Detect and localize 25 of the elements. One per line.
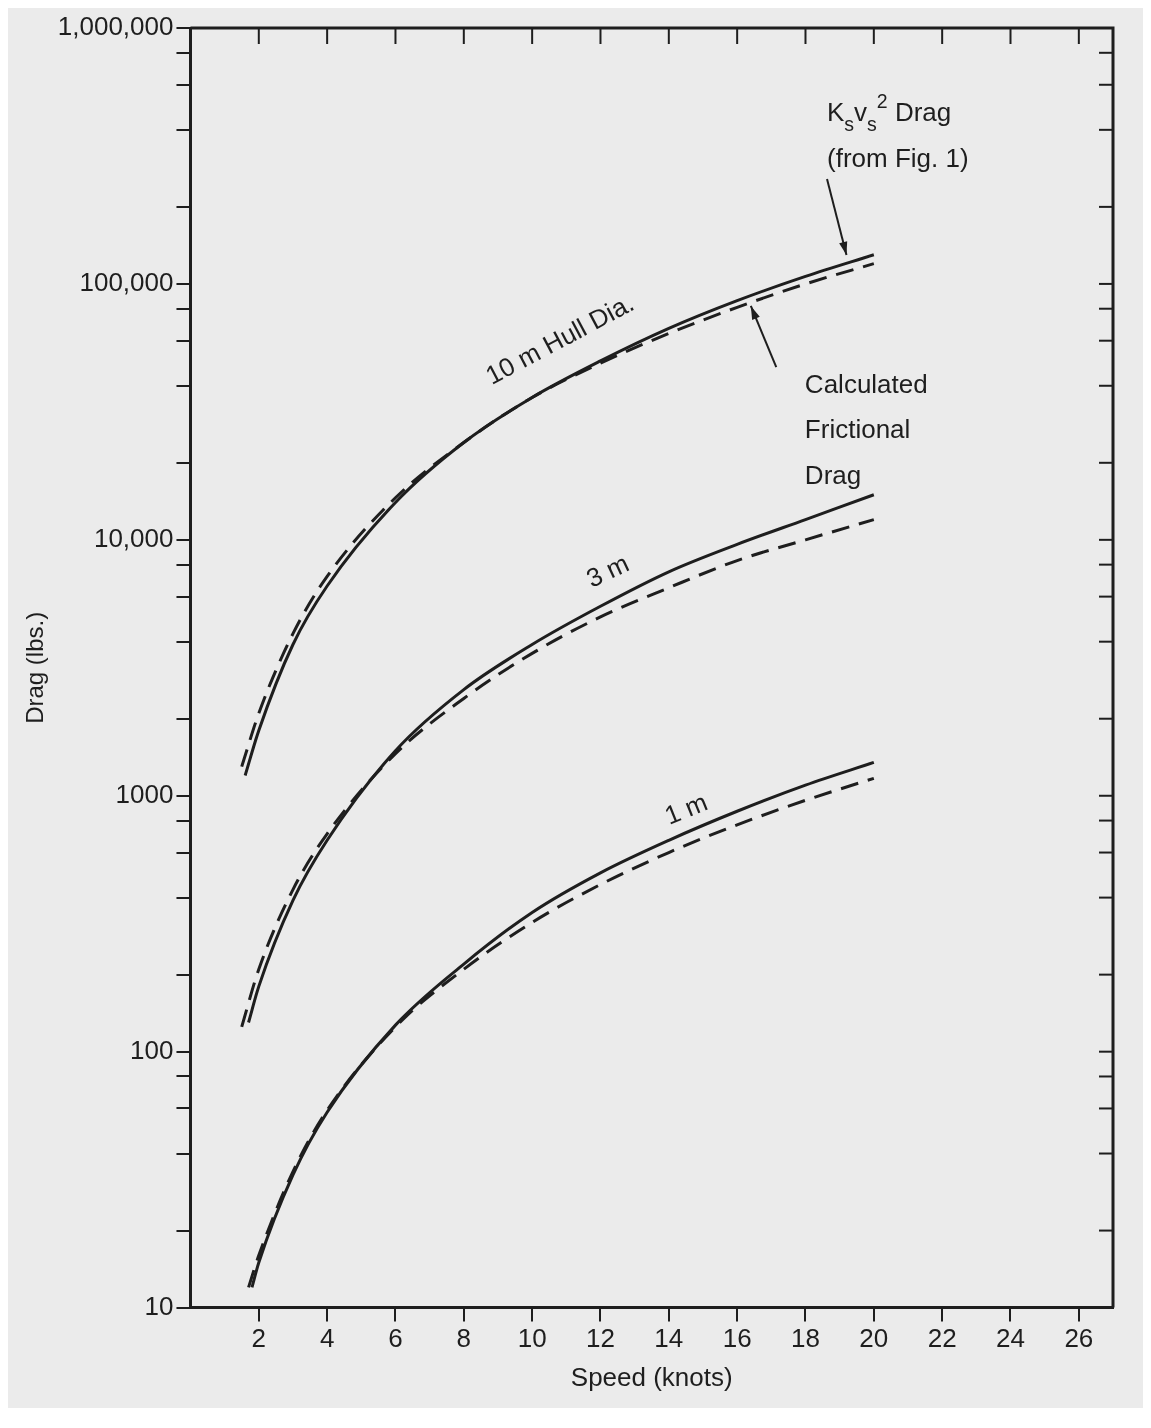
x-tick-label: 26 [1064, 1323, 1094, 1354]
x-tick-label: 8 [456, 1323, 472, 1354]
x-tick-label: 24 [996, 1323, 1025, 1354]
y-tick-label: 100 [130, 1034, 174, 1065]
x-axis-title: Speed (knots) [570, 1361, 733, 1392]
annotation: Calculated Frictional Drag [804, 368, 928, 490]
annotation: 10 m Hull Dia. [480, 287, 639, 391]
y-tick-label: 10 [144, 1290, 174, 1321]
x-tick-label: 22 [927, 1323, 957, 1354]
x-tick-label: 16 [722, 1323, 752, 1354]
x-tick-label: 14 [654, 1323, 684, 1354]
y-tick-label: 10,000 [93, 523, 174, 554]
x-tick-label: 20 [859, 1323, 889, 1354]
y-axis-title: Drag (lbs.) [21, 611, 49, 724]
x-tick-label: 12 [586, 1323, 615, 1354]
y-tick-label: 1,000,000 [57, 11, 174, 42]
x-tick-label: 10 [517, 1323, 547, 1354]
annotation: 1 m [660, 786, 712, 831]
y-tick-label: 1000 [115, 778, 174, 809]
x-tick-label: 18 [791, 1323, 820, 1354]
x-tick-label: 2 [251, 1323, 267, 1354]
annotation: 3 m [581, 547, 634, 594]
y-tick-label: 100,000 [79, 267, 174, 298]
x-tick-label: 4 [319, 1323, 335, 1354]
x-tick-label: 6 [388, 1323, 403, 1354]
